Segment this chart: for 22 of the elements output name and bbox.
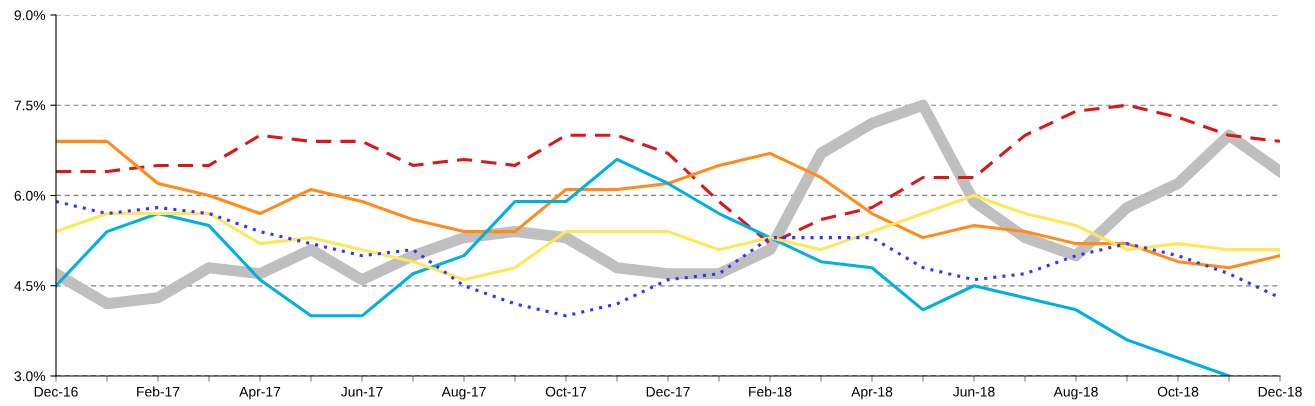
x-tick-label: Aug-17 xyxy=(441,386,486,400)
x-tick-label: Dec-18 xyxy=(1258,386,1302,397)
y-tick-label: 9.0% xyxy=(14,10,46,21)
y-tick-label: 6.0% xyxy=(14,190,46,201)
x-tick-label: Apr-17 xyxy=(239,386,281,400)
y-tick-label: 7.5% xyxy=(14,100,46,111)
x-tick-label: Dec-17 xyxy=(646,386,690,397)
line-series xyxy=(56,139,1280,270)
x-tick-label: Jun-17 xyxy=(340,386,383,397)
x-tick-label: Feb-18 xyxy=(749,386,792,397)
x-tick-label: Apr-18 xyxy=(851,386,893,400)
line-series xyxy=(56,193,1280,282)
y-tick-label: 4.5% xyxy=(14,281,46,291)
x-tick-label: Dec-16 xyxy=(34,386,78,397)
x-tick-label: Jun-18 xyxy=(952,386,995,397)
x-tick-label: Oct-17 xyxy=(545,386,587,397)
x-tick-label: Feb-17 xyxy=(137,386,180,397)
y-tick-label: 3.0% xyxy=(14,371,46,382)
x-tick-label: Oct-18 xyxy=(1157,386,1199,397)
x-tick-label: Aug-18 xyxy=(1053,386,1098,400)
line-series xyxy=(56,157,1231,376)
line-series xyxy=(56,103,1280,246)
